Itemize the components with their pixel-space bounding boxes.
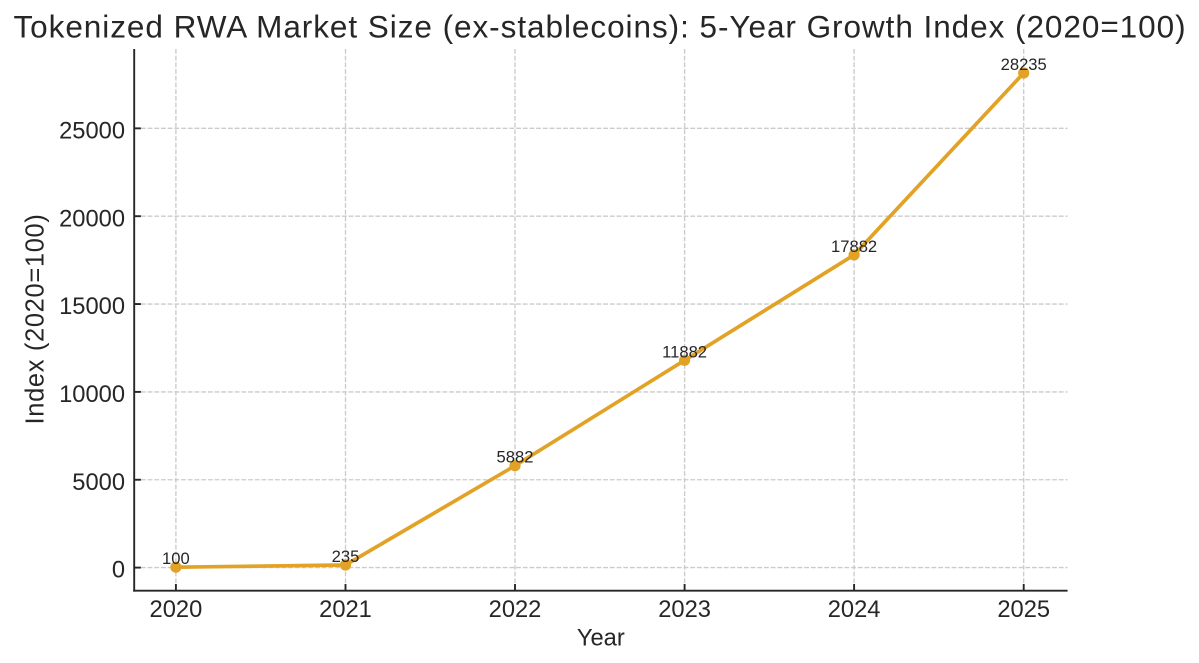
svg-text:2023: 2023	[658, 597, 711, 623]
svg-text:Year: Year	[577, 625, 625, 651]
svg-text:2020: 2020	[150, 597, 203, 623]
svg-text:0: 0	[112, 558, 125, 584]
svg-text:Index (2020=100): Index (2020=100)	[22, 213, 50, 424]
svg-text:235: 235	[332, 547, 360, 566]
svg-text:Tokenized RWA Market Size (ex-: Tokenized RWA Market Size (ex-stablecoin…	[13, 8, 1186, 44]
svg-text:20000: 20000	[59, 206, 125, 232]
svg-text:5882: 5882	[497, 448, 534, 467]
svg-text:100: 100	[162, 549, 190, 568]
svg-text:5000: 5000	[72, 470, 125, 496]
svg-text:2022: 2022	[489, 597, 542, 623]
svg-text:25000: 25000	[59, 119, 125, 145]
svg-text:17882: 17882	[831, 237, 877, 256]
svg-text:2024: 2024	[828, 597, 881, 623]
svg-text:10000: 10000	[59, 382, 125, 408]
svg-text:15000: 15000	[59, 294, 125, 320]
svg-text:11882: 11882	[662, 342, 707, 361]
svg-text:28235: 28235	[1001, 55, 1047, 74]
svg-text:2021: 2021	[319, 597, 372, 623]
svg-text:2025: 2025	[997, 597, 1050, 623]
